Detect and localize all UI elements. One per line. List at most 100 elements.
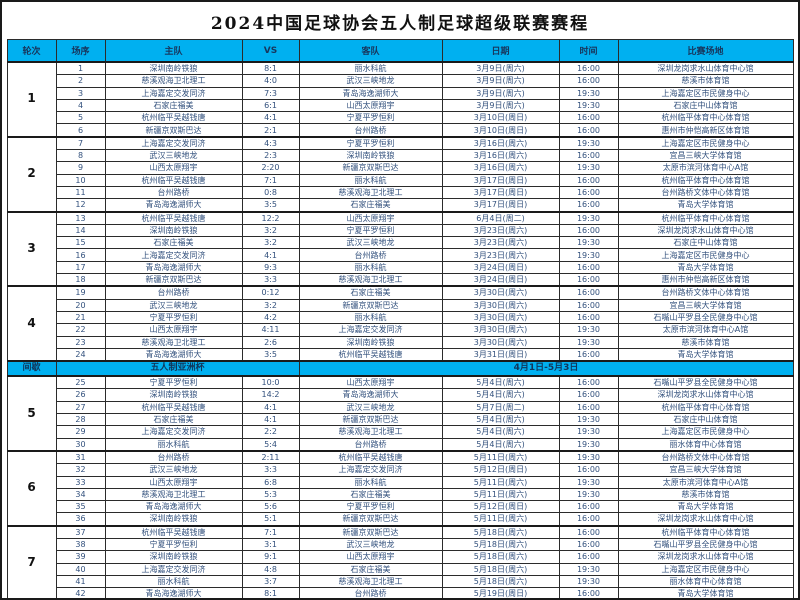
table-header: 轮次 场序 主队 VS 客队 日期 时间 比赛场地: [6, 39, 794, 63]
match-row: 7 37 杭州临平吴越钱唐 7:1 新疆京双斯巴达 5月18日(周六) 16:00 杭州临平体…: [6, 524, 794, 598]
match-row: 15 石家庄福美 3:2 武汉三峡地龙 3月23日(周六) 19:30 石家庄中山体育馆: [7, 236, 794, 250]
cell-match-date: 5月18日(周六): [441, 524, 560, 539]
match-row: 6 新疆京双斯巴达 2:1 台州路桥 3月10日(周日) 16:00 惠州市仲恺高新区体育馆: [7, 123, 794, 138]
cell-match-venue: 青岛大学体育馆: [617, 587, 794, 598]
cell-home-team: 新疆京双斯巴达: [104, 273, 243, 287]
cell-away-team: 宁夏平罗恒利: [298, 135, 443, 151]
cell-match-time: 19:30: [558, 574, 619, 589]
column-header-match-no: 场序: [55, 39, 106, 63]
cell-match-no: 33: [55, 475, 106, 489]
cell-match-venue: 上海嘉定区市民健身中心: [617, 562, 794, 576]
cell-match-venue: 惠州市仲恺高新区体育馆: [617, 123, 794, 138]
cell-match-time: 16:00: [558, 149, 619, 163]
match-row: 26 深圳南岭铁狼 14:2 青岛海逸湖师大 5月4日(周六) 16:00 深圳龙岗求水山体…: [7, 388, 794, 402]
cell-match-date: 5月4日(周六): [441, 388, 560, 402]
cell-home-team: 深圳南岭铁狼: [104, 61, 243, 76]
cell-match-no: 40: [55, 562, 106, 576]
cell-match-no: 41: [55, 574, 106, 589]
cell-match-venue: 宜昌三峡大学体育馆: [617, 149, 794, 163]
cell-away-team: 台州路桥: [298, 587, 443, 598]
cell-away-team: 上海嘉定交发同济: [298, 463, 443, 477]
cell-match-time: 16:00: [558, 512, 619, 527]
cell-home-team: 台州路桥: [104, 185, 243, 200]
cell-away-team: 武汉三峡地龙: [298, 400, 443, 415]
cell-match-venue: 石家庄中山体育馆: [617, 413, 794, 427]
cell-away-team: 深圳南岭铁狼: [298, 149, 443, 163]
cell-match-date: 5月4日(周六): [441, 375, 560, 390]
cell-match-venue: 石嘴山平罗县全民健身中心馆: [617, 375, 794, 390]
cell-match-venue: 深圳龙岗求水山体育中心馆: [617, 223, 794, 238]
cell-match-score: 2:6: [241, 335, 300, 349]
cell-match-venue: 杭州临平体育中心体育馆: [617, 400, 794, 415]
cell-match-no: 17: [55, 260, 106, 275]
cell-match-no: 10: [55, 173, 106, 187]
cell-away-team: 石家庄福美: [298, 487, 443, 502]
cell-match-time: 16:00: [558, 500, 619, 514]
cell-match-time: 19:30: [558, 236, 619, 250]
interlude-label: 间歇: [6, 360, 57, 377]
cell-match-no: 34: [55, 487, 106, 502]
cell-match-score: 3:3: [241, 273, 300, 287]
cell-match-no: 1: [55, 61, 106, 76]
cell-match-score: 2:2: [241, 425, 300, 439]
cell-away-team: 石家庄福美: [298, 198, 443, 213]
cell-match-date: 5月11日(周六): [441, 475, 560, 489]
schedule-table: 轮次 场序 主队 VS 客队 日期 时间 比赛场地 1 1 深圳南岭铁狼 8:1 丽水科…: [6, 39, 794, 598]
cell-match-no: 14: [55, 223, 106, 238]
cell-home-team: 台州路桥: [104, 285, 243, 300]
cell-home-team: 杭州临平吴越钱唐: [104, 400, 243, 415]
cell-match-date: 5月18日(周六): [441, 574, 560, 589]
match-row: 2 7 上海嘉定交发同济 4:3 宁夏平罗恒利 3月16日(周六) 19:30 上海嘉定区市民…: [6, 135, 794, 213]
round-number: 7: [6, 524, 57, 598]
cell-match-score: 8:1: [241, 587, 300, 598]
cell-match-date: 3月16日(周六): [441, 161, 560, 175]
match-row: 12 青岛海逸湖师大 3:5 石家庄福美 3月17日(周日) 16:00 青岛大学体育馆: [7, 198, 794, 213]
cell-home-team: 上海嘉定交发同济: [104, 86, 243, 100]
cell-away-team: 慈溪观海卫北理工: [298, 273, 443, 287]
cell-home-team: 青岛海逸湖师大: [104, 500, 243, 514]
cell-match-time: 16:00: [558, 524, 619, 539]
cell-match-score: 10:0: [241, 375, 300, 390]
round-number: 3: [6, 210, 57, 287]
cell-away-team: 新疆京双斯巴达: [298, 524, 443, 539]
cell-home-team: 武汉三峡地龙: [104, 463, 243, 477]
cell-home-team: 石家庄福美: [104, 236, 243, 250]
cell-match-score: 0:12: [241, 285, 300, 300]
cell-match-no: 36: [55, 512, 106, 527]
cell-away-team: 新疆京双斯巴达: [298, 298, 443, 312]
cell-match-score: 4:1: [241, 413, 300, 427]
column-header-time: 时间: [558, 39, 619, 63]
match-row: 11 台州路桥 0:8 慈溪观海卫北理工 3月17日(周日) 16:00 台州路桥文体中心体…: [7, 185, 794, 200]
cell-home-team: 上海嘉定交发同济: [104, 135, 243, 151]
cell-away-team: 上海嘉定交发同济: [298, 323, 443, 337]
cell-match-date: 3月17日(周日): [441, 185, 560, 200]
cell-match-date: 3月17日(周日): [441, 198, 560, 213]
cell-match-date: 3月16日(周六): [441, 149, 560, 163]
cell-match-score: 6:1: [241, 98, 300, 113]
cell-match-time: 16:00: [558, 185, 619, 200]
interlude-dates: 4月1日-5月3日: [299, 360, 794, 377]
cell-match-no: 8: [55, 149, 106, 163]
match-row: 6 31 台州路桥 2:11 杭州临平吴越钱唐 5月11日(周六) 19:30 台州路桥文体中…: [6, 449, 794, 527]
cell-match-date: 3月9日(周六): [441, 86, 560, 100]
cell-match-date: 6月4日(周二): [441, 210, 560, 225]
match-row: 5 杭州临平吴越钱唐 4:1 宁夏平罗恒利 3月10日(周日) 16:00 杭州临平体育中心…: [7, 111, 794, 125]
cell-away-team: 丽水科航: [298, 310, 443, 325]
cell-match-no: 16: [55, 248, 106, 262]
cell-match-no: 32: [55, 463, 106, 477]
match-row: 39 深圳南岭铁狼 9:1 山西太原翔宇 5月18日(周六) 16:00 深圳龙岗求水山体育…: [7, 550, 794, 564]
column-header-round: 轮次: [6, 39, 57, 63]
cell-match-time: 16:00: [558, 273, 619, 287]
cell-match-score: 9:3: [241, 260, 300, 275]
cell-match-venue: 石嘴山平罗县全民健身中心馆: [617, 537, 794, 552]
cell-match-score: 3:3: [241, 463, 300, 477]
match-row: 9 山西太原翔宇 2:20 新疆京双斯巴达 3月16日(周六) 19:30 太原市滨河体育中…: [7, 161, 794, 175]
cell-match-date: 3月24日(周日): [441, 260, 560, 275]
cell-home-team: 石家庄福美: [104, 98, 243, 113]
cell-home-team: 青岛海逸湖师大: [104, 198, 243, 213]
match-row: 38 宁夏平罗恒利 3:1 武汉三峡地龙 5月18日(周六) 16:00 石嘴山平罗县全民健…: [7, 537, 794, 552]
cell-match-venue: 杭州临平体育中心体育馆: [617, 524, 794, 539]
cell-match-no: 4: [55, 98, 106, 113]
cell-match-venue: 宜昌三峡大学体育馆: [617, 298, 794, 312]
cell-match-venue: 石家庄中山体育馆: [617, 98, 794, 113]
